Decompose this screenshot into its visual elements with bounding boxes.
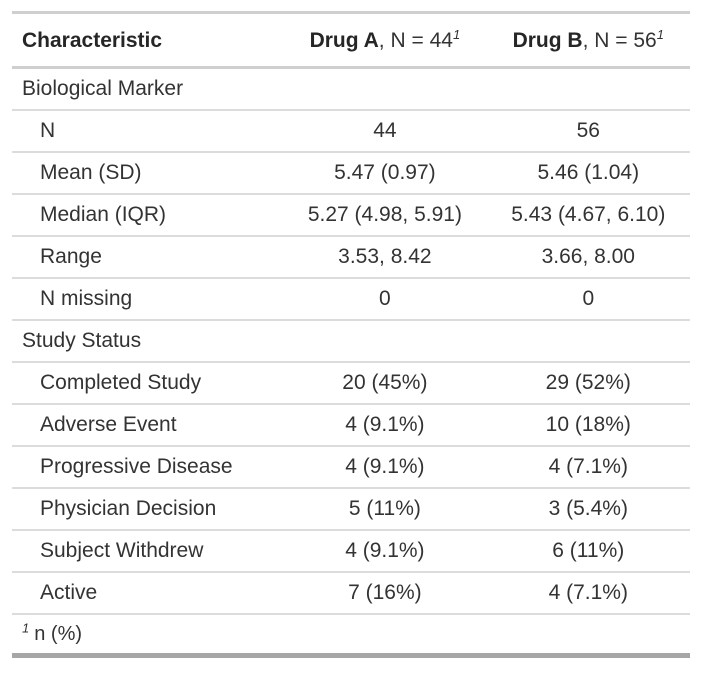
row-label: N missing <box>12 278 284 321</box>
cell-drug-b: 4 (7.1%) <box>486 572 690 615</box>
cell-drug-a <box>283 320 487 363</box>
cell-drug-b: 0 <box>486 278 690 321</box>
drug-a-label: Drug A <box>309 29 379 52</box>
table-row-mean-sd: Mean (SD) 5.47 (0.97) 5.46 (1.04) <box>12 152 690 195</box>
group-row-study-status: Study Status <box>12 320 690 363</box>
table-container: Characteristic Drug A, N = 441 Drug B, N… <box>12 11 690 658</box>
row-label: Completed Study <box>12 362 284 405</box>
cell-drug-b <box>486 320 690 363</box>
summary-table: Characteristic Drug A, N = 441 Drug B, N… <box>12 11 690 658</box>
drug-b-label: Drug B <box>512 29 583 52</box>
cell-drug-b <box>486 67 690 111</box>
table-row-progressive-disease: Progressive Disease 4 (9.1%) 4 (7.1%) <box>12 446 690 489</box>
table-header: Characteristic Drug A, N = 441 Drug B, N… <box>12 12 690 69</box>
row-label: Mean (SD) <box>12 152 284 195</box>
cell-drug-b: 5.46 (1.04) <box>486 152 690 195</box>
table-row-n: N 44 56 <box>12 110 690 153</box>
group-label: Biological Marker <box>12 67 284 111</box>
row-label: Median (IQR) <box>12 194 284 237</box>
table-row-median-iqr: Median (IQR) 5.27 (4.98, 5.91) 5.43 (4.6… <box>12 194 690 237</box>
cell-drug-b: 56 <box>486 110 690 153</box>
cell-drug-a: 20 (45%) <box>283 362 487 405</box>
cell-drug-b: 5.43 (4.67, 6.10) <box>486 194 690 237</box>
cell-drug-b: 10 (18%) <box>486 404 690 447</box>
cell-drug-a: 0 <box>283 278 487 321</box>
cell-drug-a: 5.47 (0.97) <box>283 152 487 195</box>
footnote-mark-drug-a: 1 <box>452 27 461 42</box>
table-row-adverse-event: Adverse Event 4 (9.1%) 10 (18%) <box>12 404 690 447</box>
header-row: Characteristic Drug A, N = 441 Drug B, N… <box>12 12 690 69</box>
cell-drug-a: 7 (16%) <box>283 572 487 615</box>
row-label: Physician Decision <box>12 488 284 531</box>
table-row-n-missing: N missing 0 0 <box>12 278 690 321</box>
table-row-physician-decision: Physician Decision 5 (11%) 3 (5.4%) <box>12 488 690 531</box>
column-header-drug-a: Drug A, N = 441 <box>283 12 487 69</box>
table-row-active: Active 7 (16%) 4 (7.1%) <box>12 572 690 615</box>
cell-drug-b: 3 (5.4%) <box>486 488 690 531</box>
row-label: Progressive Disease <box>12 446 284 489</box>
cell-drug-b: 6 (11%) <box>486 530 690 573</box>
row-label: N <box>12 110 284 153</box>
table-row-completed-study: Completed Study 20 (45%) 29 (52%) <box>12 362 690 405</box>
group-row-biological-marker: Biological Marker <box>12 67 690 111</box>
group-label: Study Status <box>12 320 284 363</box>
cell-drug-b: 4 (7.1%) <box>486 446 690 489</box>
cell-drug-a: 4 (9.1%) <box>283 446 487 489</box>
cell-drug-a: 4 (9.1%) <box>283 404 487 447</box>
column-header-characteristic: Characteristic <box>12 12 284 69</box>
table-body: Biological Marker N 44 56 Mean (SD) 5.47… <box>12 67 690 615</box>
cell-drug-a: 44 <box>283 110 487 153</box>
column-header-drug-b: Drug B, N = 561 <box>486 12 690 69</box>
cell-drug-b: 29 (52%) <box>486 362 690 405</box>
cell-drug-a <box>283 67 487 111</box>
table-row-subject-withdrew: Subject Withdrew 4 (9.1%) 6 (11%) <box>12 530 690 573</box>
cell-drug-a: 3.53, 8.42 <box>283 236 487 279</box>
table-row-range: Range 3.53, 8.42 3.66, 8.00 <box>12 236 690 279</box>
footnote-text: n (%) <box>34 623 83 645</box>
footnote-mark-drug-b: 1 <box>656 27 664 42</box>
row-label: Subject Withdrew <box>12 530 284 573</box>
row-label: Active <box>12 572 284 615</box>
row-label: Range <box>12 236 284 279</box>
cell-drug-a: 5 (11%) <box>283 488 487 531</box>
cell-drug-a: 4 (9.1%) <box>283 530 487 573</box>
cell-drug-a: 5.27 (4.98, 5.91) <box>283 194 487 237</box>
drug-b-n-label: , N = 56 <box>582 29 657 52</box>
row-label: Adverse Event <box>12 404 284 447</box>
cell-drug-b: 3.66, 8.00 <box>486 236 690 279</box>
drug-a-n-label: , N = 44 <box>378 29 453 52</box>
footnote-mark: 1 <box>22 620 30 636</box>
